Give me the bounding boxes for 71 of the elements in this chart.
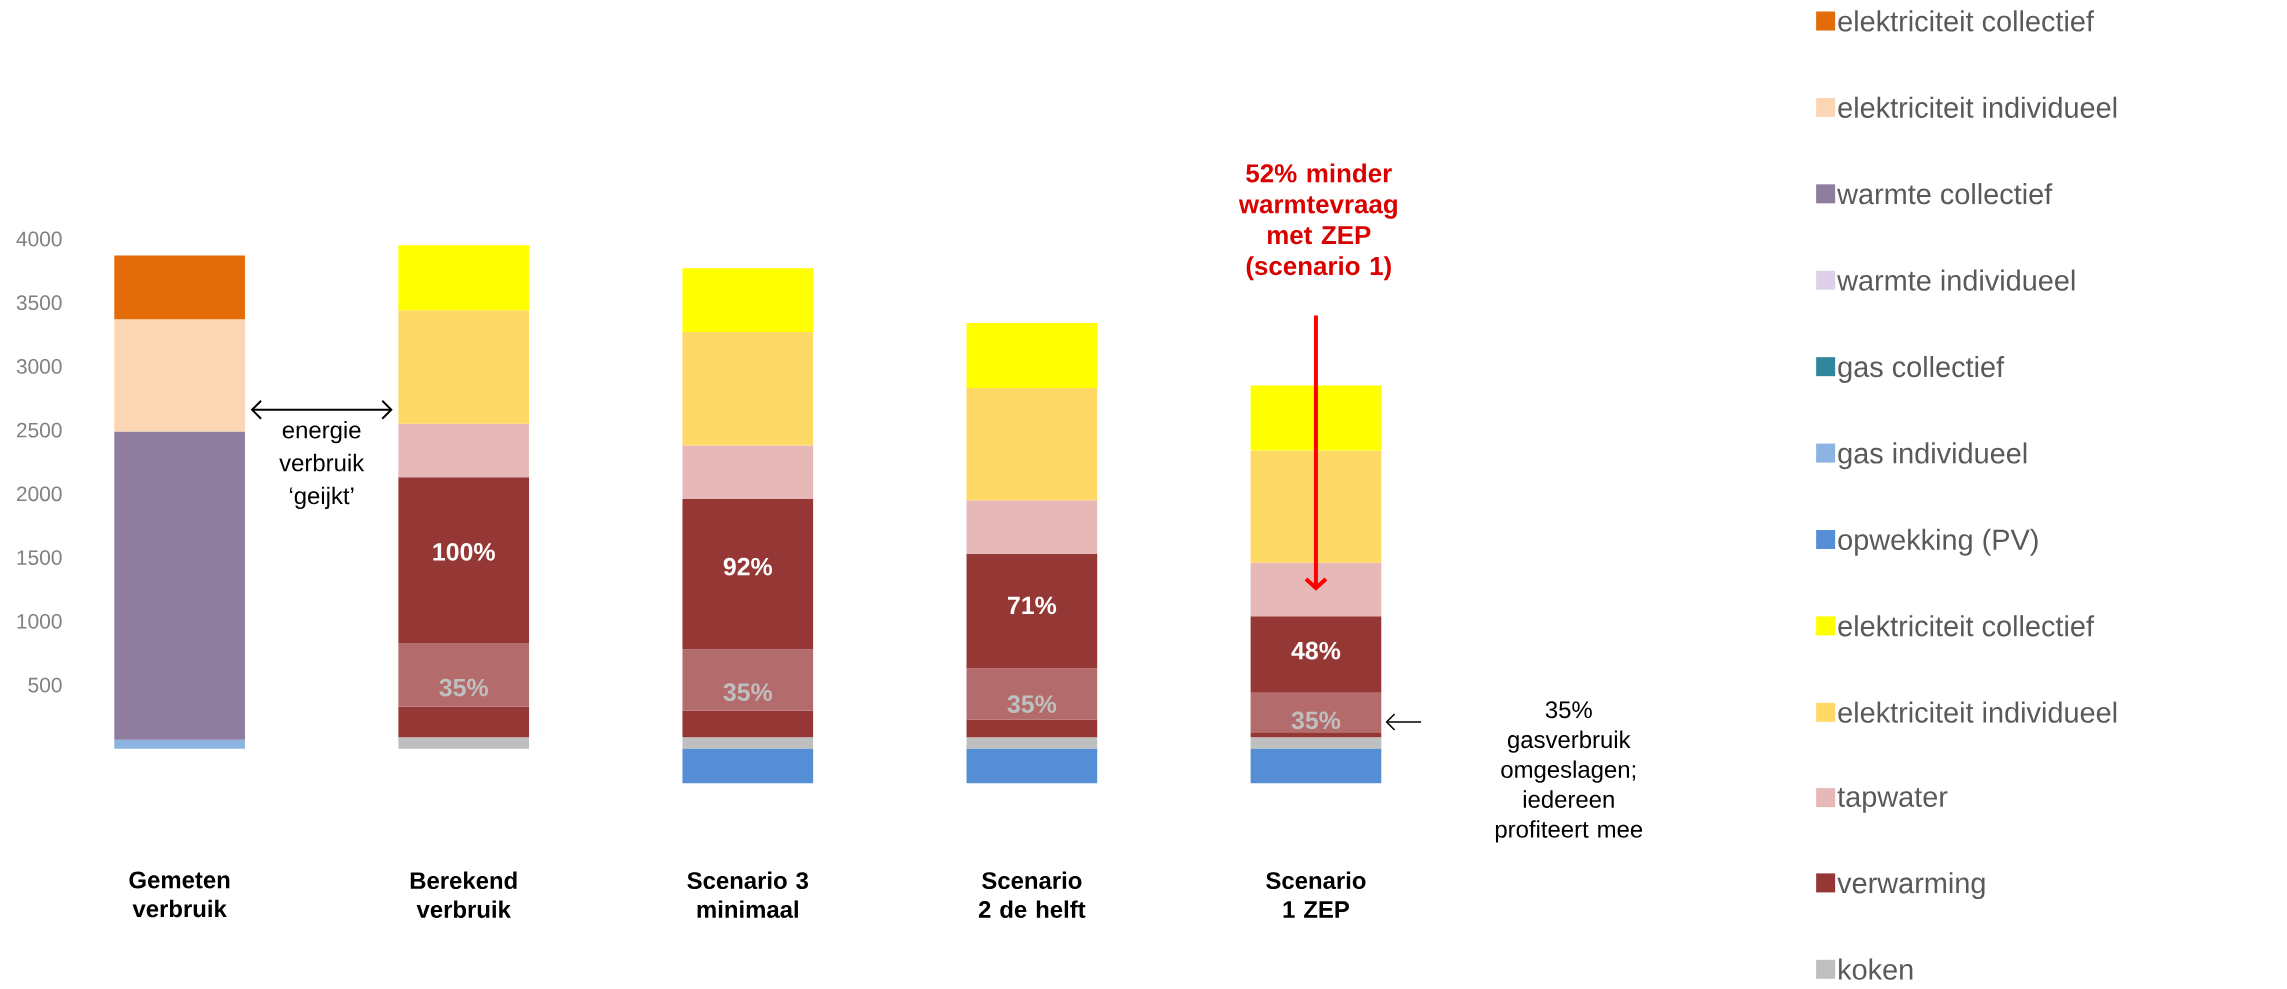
- bar: [682, 498, 814, 650]
- annotation: 71%: [1008, 596, 1057, 615]
- x-tick-label: Scenario 2 de helft: [978, 871, 1086, 918]
- y-tick-label: 3000: [16, 359, 62, 374]
- legend-label: elektriciteit collectief: [1838, 10, 2095, 32]
- bar: [114, 319, 245, 432]
- bar: [682, 445, 814, 499]
- annotation: 52% minder warmtevraag met ZEP (scenario 1): [1238, 163, 1397, 281]
- text: 35% gasverbruik omgeslagen; iedereen profiteert mee: [1495, 701, 1643, 843]
- bar: [1250, 748, 1382, 784]
- bar: [682, 268, 814, 333]
- bar: [1250, 732, 1382, 738]
- bar: [398, 737, 530, 749]
- bar: [966, 737, 1098, 749]
- y-tick-label: 1000: [17, 613, 62, 629]
- bar: [1250, 450, 1382, 563]
- bar: [398, 310, 530, 424]
- y-tick-label: 4000: [16, 231, 62, 247]
- bar: [966, 668, 1098, 720]
- y-tick-label: 2000: [16, 486, 62, 502]
- bar: [1250, 692, 1382, 733]
- bar: [1250, 385, 1382, 451]
- annotation: 35%: [439, 678, 488, 697]
- legend-label: warmte individueel: [1837, 269, 2075, 291]
- y-tick-label: 2500: [16, 422, 62, 438]
- bar: [114, 431, 245, 740]
- bar: [1250, 737, 1382, 749]
- annotation: 35%: [723, 683, 773, 702]
- bar: [1250, 562, 1382, 617]
- bar: [398, 245, 530, 311]
- bar: [682, 649, 814, 711]
- legend-label: opwekking (PV): [1838, 528, 2038, 556]
- legend-label: verwarming: [1837, 872, 1985, 900]
- y-tick-label: 3500: [16, 295, 62, 311]
- annotation: 35%: [1291, 711, 1341, 730]
- legend-label: gas collectief: [1838, 355, 2005, 383]
- bar: [682, 748, 814, 784]
- annotation: 35%: [1007, 695, 1057, 713]
- annotation: energie verbruik ‘geijkt’: [279, 420, 365, 509]
- bar: [682, 710, 814, 738]
- x-tick-label: Scenario 3 minimaal: [687, 871, 809, 918]
- bar: [114, 739, 245, 749]
- bar: [398, 477, 530, 643]
- annotation: 48%: [1291, 641, 1341, 660]
- y-tick-label: 500: [28, 677, 62, 693]
- annotation: 92%: [723, 557, 773, 576]
- legend-label: warmte collectief: [1837, 183, 2053, 205]
- y-tick-label: 1500: [17, 550, 62, 566]
- annotation: 100%: [433, 543, 495, 561]
- legend-label: tapwater: [1837, 788, 1948, 813]
- x-tick-label: Gemeten verbruik: [129, 871, 230, 918]
- bar: [682, 737, 814, 749]
- legend-label: elektriciteit collectief: [1838, 615, 2095, 637]
- legend-label: koken: [1839, 958, 1913, 980]
- bar: [398, 706, 530, 738]
- bar: [966, 500, 1098, 554]
- legend-label: elektriciteit individueel: [1838, 701, 2117, 723]
- bar: [966, 323, 1098, 389]
- x-tick-label: Berekend verbruik: [410, 871, 517, 918]
- bar: [966, 553, 1098, 669]
- bar: [114, 255, 245, 320]
- bar: [398, 423, 530, 478]
- bar: [398, 642, 530, 707]
- legend-label: elektriciteit individueel: [1838, 96, 2117, 118]
- x-tick-label: Scenario 1 ZEP: [1266, 871, 1366, 918]
- bar: [1250, 616, 1382, 693]
- bar: [966, 748, 1098, 784]
- bar: [966, 388, 1098, 501]
- legend-label: gas individueel: [1838, 442, 2027, 470]
- bar: [966, 719, 1098, 738]
- bar: [682, 332, 814, 446]
